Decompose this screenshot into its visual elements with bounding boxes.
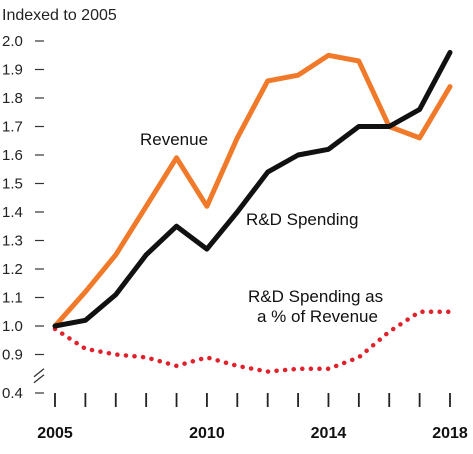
y-axis: 2.0 1.9 1.8 1.7 1.6 1.5 1.4 1.3 1.2 1.1 1.0 0.9 0.4 (2, 33, 45, 402)
y-tick-label: 1.4 (2, 204, 23, 221)
series-line-2 (52, 309, 453, 374)
series-label-line: R&D Spending as (248, 287, 383, 306)
y-tick-label: 2.0 (2, 33, 23, 50)
y-tick-label: 1.1 (2, 290, 23, 307)
y-tick-label: 1.9 (2, 62, 23, 79)
series-label-rd-pct-revenue: R&D Spending as a % of Revenue (248, 287, 383, 326)
y-axis-break-mark (33, 374, 45, 384)
series-label-revenue: Revenue (140, 130, 208, 149)
y-tick-label: 0.4 (2, 385, 23, 402)
y-tick-label: 0.9 (2, 347, 23, 364)
x-axis: 2005 2010 2014 2018 (37, 393, 468, 442)
y-tick-label: 1.8 (2, 90, 23, 107)
series-labels: Revenue R&D Spending R&D Spending as a % of… (140, 130, 383, 326)
y-axis-break-mark (33, 368, 45, 378)
x-tick-label: 2005 (37, 425, 73, 442)
y-tick-label: 1.3 (2, 233, 23, 250)
series-line-0 (52, 52, 453, 329)
y-tick-label: 1.2 (2, 261, 23, 278)
y-axis-title: Indexed to 2005 (2, 7, 117, 24)
series-line-1 (52, 49, 453, 329)
x-tick-label: 2014 (311, 425, 347, 442)
x-tick-label: 2010 (189, 425, 225, 442)
y-tick-label: 1.7 (2, 119, 23, 136)
y-tick-label: 1.0 (2, 318, 23, 335)
y-tick-label: 1.5 (2, 176, 23, 193)
x-tick-label: 2018 (432, 425, 468, 442)
series-label-line: a % of Revenue (257, 307, 378, 326)
series-label-rd-spending: R&D Spending (246, 210, 358, 229)
y-tick-label: 1.6 (2, 147, 23, 164)
series-layer (52, 49, 453, 374)
